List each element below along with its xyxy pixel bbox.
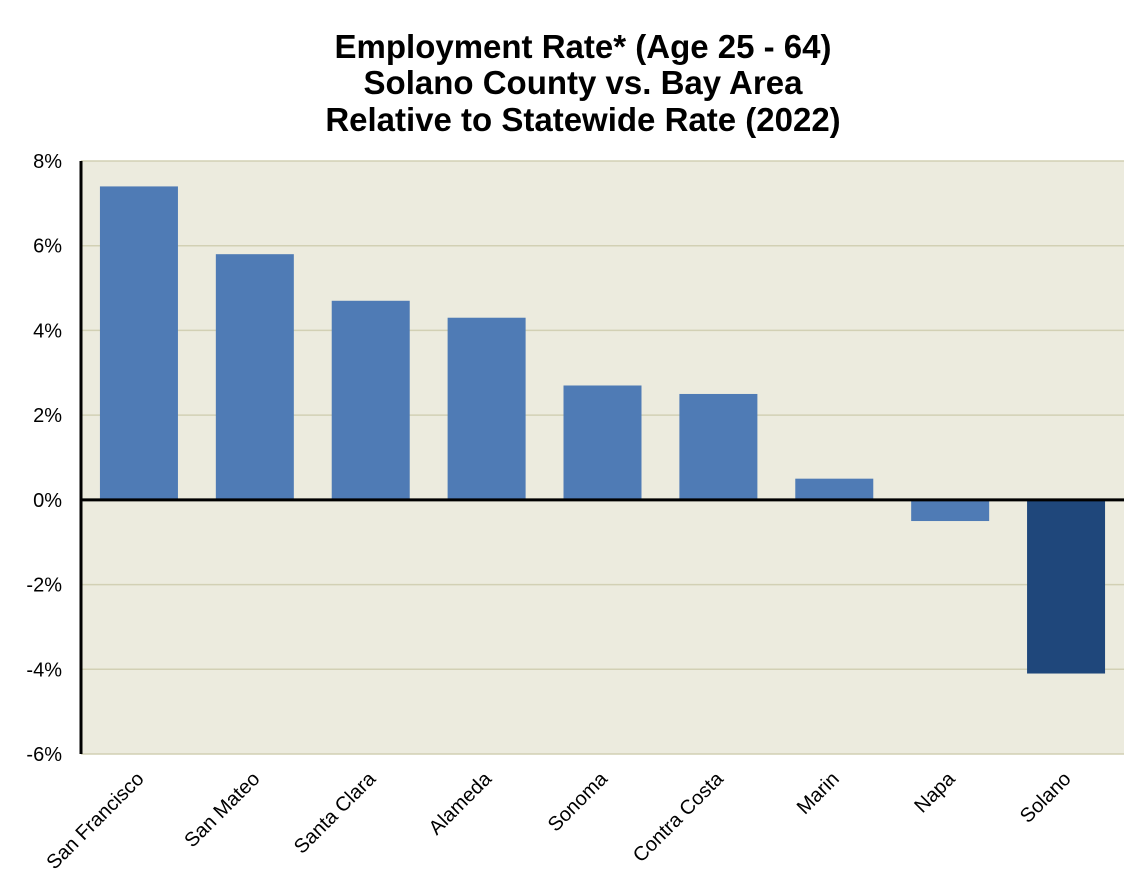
y-tick-label: 8% bbox=[33, 151, 62, 173]
y-tick-label: -6% bbox=[26, 744, 62, 766]
x-category-label: Sonoma bbox=[544, 767, 613, 836]
bar bbox=[215, 254, 294, 500]
y-tick-label: -4% bbox=[26, 659, 62, 681]
x-category-label: Solano bbox=[1016, 768, 1076, 828]
y-tick-label: 4% bbox=[33, 320, 62, 342]
bars bbox=[99, 186, 1106, 674]
axes bbox=[79, 161, 1124, 754]
y-tick-label: -2% bbox=[26, 575, 62, 597]
x-category-label: San Francisco bbox=[43, 768, 149, 874]
bar bbox=[447, 317, 526, 500]
bar bbox=[911, 499, 990, 522]
x-category-label: Napa bbox=[910, 767, 960, 817]
x-category-label: San Mateo bbox=[180, 768, 264, 852]
bar bbox=[563, 385, 642, 500]
x-category-labels: San Francisco San Mateo Santa Clara Alameda… bbox=[43, 767, 1076, 874]
bar bbox=[795, 478, 874, 500]
chart-subtitle-line-1: Solano County vs. Bay Area bbox=[364, 64, 804, 101]
x-category-label: Santa Clara bbox=[290, 767, 381, 858]
chart-subtitle-line-2: Relative to Statewide Rate (2022) bbox=[325, 101, 840, 138]
y-tick-label: 6% bbox=[33, 236, 62, 258]
x-category-label: Contra Costa bbox=[629, 767, 728, 866]
x-category-label: Marin bbox=[793, 768, 844, 819]
x-category-label: Alameda bbox=[425, 767, 497, 839]
y-tick-label: 0% bbox=[33, 490, 62, 512]
chart-title: Employment Rate* (Age 25 - 64) bbox=[335, 28, 832, 65]
bar bbox=[331, 300, 410, 500]
y-tick-labels: 8% 6% 4% 2% 0% -2% -4% -6% bbox=[26, 151, 62, 766]
bar bbox=[679, 393, 758, 500]
bar bbox=[1027, 499, 1106, 674]
y-tick-label: 2% bbox=[33, 405, 62, 427]
bar bbox=[99, 186, 178, 500]
